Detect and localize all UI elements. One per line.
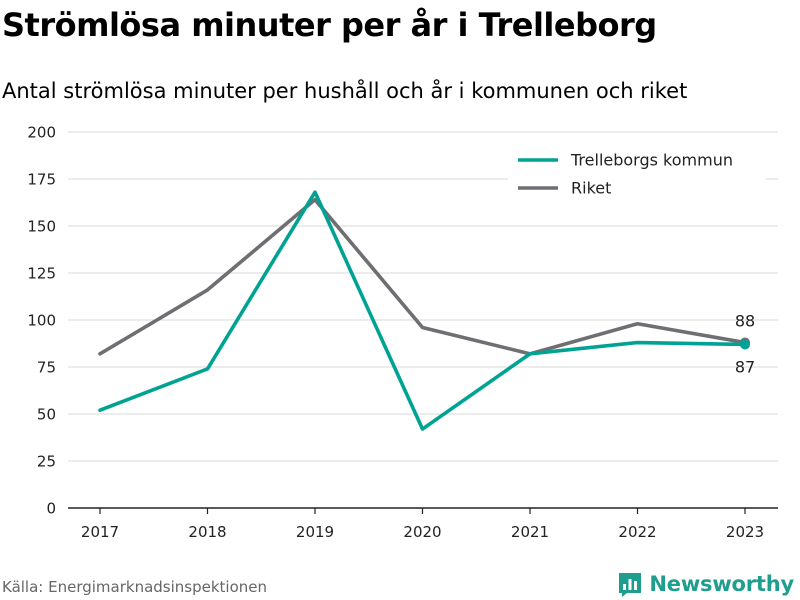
y-tick-label: 175 [27,171,56,189]
legend-box [508,145,766,205]
axes: 0 25 50 75 100 125 150 175 200 2017 2018 2019 2020 20… [27,124,778,541]
legend: Trelleborgs kommun Riket [508,145,766,205]
series-line-trelleborgs-kommun [98,190,747,431]
source-note: Källa: Energimarknadsinspektionen [2,578,268,596]
y-tick-label: 0 [46,500,56,518]
x-tick-label: 2019 [296,523,334,541]
legend-label: Riket [571,179,611,198]
bar-chart-logo-icon [619,573,642,597]
y-tick-label: 125 [27,265,56,283]
data-label-trelleborg-end: 87 [735,357,755,376]
y-tick-label: 200 [27,124,56,142]
end-point-trelleborgs-kommun [740,339,750,350]
series-line-riket [98,197,747,356]
y-tick-label: 100 [27,312,56,330]
y-tick-label: 25 [37,453,56,471]
y-tick-label: 50 [37,406,56,424]
x-tick-label: 2022 [618,523,656,541]
data-label-riket-end: 88 [735,312,755,331]
chart-title: Strömlösa minuter per år i Trelleborg [2,6,657,44]
brand-logo: Newsworthy [617,570,794,598]
legend-label: Trelleborgs kommun [570,151,733,170]
brand-name: Newsworthy [649,572,794,596]
x-tick-label: 2018 [188,523,226,541]
x-tick-label: 2021 [511,523,549,541]
x-tick-label: 2017 [81,523,119,541]
y-tick-label: 150 [27,218,56,236]
series-lines [98,190,750,431]
x-tick-label: 2020 [403,523,441,541]
y-tick-label: 75 [37,359,56,377]
data-labels: 88 87 [735,312,755,377]
x-tick-label: 2023 [726,523,764,541]
chart-subtitle: Antal strömlösa minuter per hushåll och … [2,79,688,103]
